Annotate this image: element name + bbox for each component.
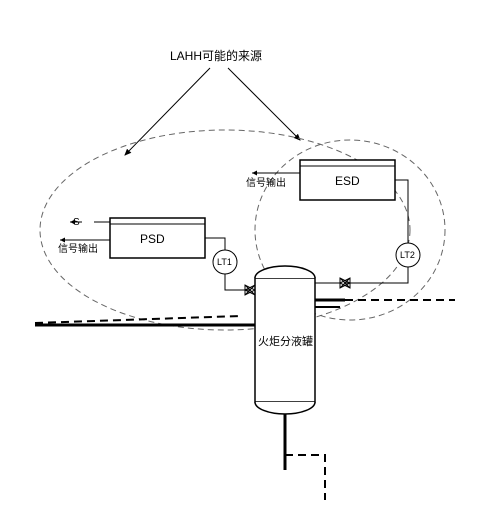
esd-block: ESD — [300, 160, 395, 200]
lt2-instrument: LT2 — [396, 243, 420, 267]
lt1-label: LT1 — [217, 257, 232, 267]
psd-label: PSD — [140, 232, 165, 246]
lt2-label: LT2 — [400, 250, 415, 260]
lt1-down-line — [225, 274, 250, 290]
pipe-bottom-dashed — [285, 455, 325, 500]
esd-to-lt2-line — [395, 180, 408, 243]
arrow-to-psd-group — [125, 68, 210, 155]
psd-block: PSD — [110, 218, 205, 258]
lt1-instrument: LT1 — [213, 250, 237, 274]
flare-ko-drum: 火炬分液罐 — [255, 266, 315, 414]
vessel-label: 火炬分液罐 — [258, 334, 313, 348]
esd-signal-label: 信号输出 — [246, 176, 286, 189]
esd-label: ESD — [335, 174, 360, 188]
lt2-down-line — [345, 267, 408, 283]
diagram-canvas: LAHH可能的来源 ESD 信号输出 LT2 PSD S 信号输出 — [0, 0, 501, 518]
psd-to-lt1-line — [205, 238, 225, 250]
s-flag-label: S — [73, 217, 80, 228]
arrow-to-esd-group — [228, 68, 300, 140]
psd-signal-label: 信号输出 — [58, 242, 98, 255]
pipe-left-dashed — [35, 316, 240, 323]
title-text: LAHH可能的来源 — [170, 48, 262, 63]
